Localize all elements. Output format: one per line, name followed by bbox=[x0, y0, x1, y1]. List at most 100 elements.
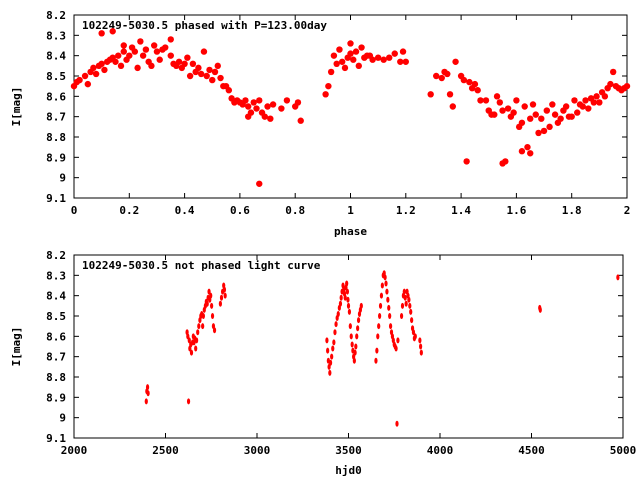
data-point bbox=[92, 70, 100, 78]
y-tick-label: 8.4 bbox=[46, 50, 66, 63]
data-point bbox=[518, 148, 526, 155]
data-point bbox=[409, 308, 413, 315]
data-point bbox=[607, 80, 614, 88]
data-point bbox=[400, 302, 405, 309]
data-point bbox=[518, 119, 526, 126]
data-point bbox=[261, 113, 268, 120]
data-point bbox=[616, 274, 620, 281]
data-point bbox=[418, 337, 422, 344]
data-point bbox=[162, 44, 169, 51]
data-point bbox=[410, 317, 414, 324]
data-point bbox=[396, 337, 400, 344]
x-axis-label: phase bbox=[334, 225, 367, 238]
data-point bbox=[181, 60, 188, 67]
data-point bbox=[452, 58, 459, 65]
x-tick-label: 0.8 bbox=[285, 204, 305, 217]
data-point bbox=[195, 64, 202, 72]
data-point bbox=[358, 44, 365, 51]
x-tick-label: 3500 bbox=[335, 444, 362, 457]
data-point bbox=[197, 323, 201, 330]
y-tick-label: 8.7 bbox=[46, 351, 66, 364]
data-point bbox=[209, 292, 213, 299]
data-point bbox=[137, 38, 144, 45]
data-point bbox=[150, 42, 158, 49]
data-point bbox=[482, 97, 490, 104]
data-point bbox=[328, 369, 332, 376]
data-point bbox=[205, 300, 209, 307]
data-point bbox=[504, 105, 512, 112]
data-point bbox=[388, 323, 393, 330]
plot-title: 102249-5030.5 phased with P=123.00day bbox=[82, 19, 327, 32]
data-point bbox=[336, 46, 343, 53]
data-point bbox=[98, 60, 105, 67]
data-point bbox=[521, 103, 528, 110]
data-point bbox=[354, 343, 358, 350]
data-point bbox=[131, 48, 139, 55]
data-point bbox=[339, 294, 343, 301]
data-point bbox=[376, 333, 380, 340]
y-tick-label: 8.5 bbox=[46, 70, 66, 83]
data-point bbox=[510, 109, 517, 116]
data-point bbox=[322, 91, 329, 98]
data-point bbox=[214, 62, 221, 70]
data-point bbox=[419, 343, 423, 350]
data-point bbox=[189, 60, 197, 67]
data-point bbox=[375, 347, 379, 354]
data-point bbox=[529, 101, 537, 108]
data-point bbox=[524, 143, 531, 151]
data-point bbox=[532, 111, 539, 118]
data-point bbox=[200, 48, 208, 55]
x-tick-label: 2 bbox=[624, 204, 631, 217]
data-point bbox=[203, 72, 210, 80]
y-tick-label: 8.8 bbox=[46, 131, 66, 144]
data-point bbox=[582, 97, 589, 104]
data-point bbox=[112, 58, 119, 65]
data-point bbox=[244, 103, 252, 110]
x-tick-label: 0 bbox=[71, 204, 78, 217]
data-point bbox=[609, 68, 617, 76]
data-point bbox=[242, 97, 249, 104]
data-point bbox=[369, 56, 376, 63]
data-point bbox=[269, 101, 277, 108]
x-tick-label: 0.2 bbox=[119, 204, 139, 217]
data-point bbox=[336, 310, 340, 317]
data-point bbox=[120, 42, 127, 49]
data-point bbox=[374, 54, 382, 61]
data-point bbox=[348, 323, 352, 330]
y-tick-label: 8.9 bbox=[46, 151, 66, 164]
data-point bbox=[264, 103, 271, 110]
data-point bbox=[384, 280, 388, 287]
data-point bbox=[120, 48, 127, 55]
data-point bbox=[399, 313, 404, 319]
y-tick-label: 8.3 bbox=[46, 29, 66, 42]
data-point bbox=[391, 50, 398, 57]
x-tick-label: 1.6 bbox=[506, 204, 526, 217]
data-point bbox=[377, 323, 381, 330]
data-point bbox=[90, 64, 97, 72]
data-point bbox=[471, 80, 479, 88]
data-point bbox=[346, 302, 351, 309]
data-point bbox=[562, 103, 570, 110]
data-point bbox=[283, 97, 291, 104]
data-point bbox=[278, 105, 285, 112]
data-point bbox=[332, 339, 336, 346]
data-point bbox=[139, 52, 147, 59]
data-point bbox=[355, 333, 359, 340]
x-tick-label: 4000 bbox=[427, 444, 454, 457]
data-point bbox=[81, 72, 89, 80]
data-point bbox=[395, 420, 399, 427]
data-point bbox=[217, 74, 224, 82]
data-point bbox=[419, 349, 423, 356]
data-point bbox=[408, 302, 412, 309]
data-point bbox=[399, 48, 407, 55]
data-point bbox=[144, 398, 148, 405]
data-point bbox=[156, 56, 163, 63]
x-tick-label: 4500 bbox=[518, 444, 545, 457]
data-point bbox=[331, 345, 335, 352]
x-tick-label: 2500 bbox=[152, 444, 179, 457]
data-point bbox=[222, 286, 227, 293]
data-point bbox=[333, 60, 340, 67]
plot-frame bbox=[73, 254, 624, 439]
data-point bbox=[378, 302, 383, 309]
data-point bbox=[167, 36, 174, 43]
